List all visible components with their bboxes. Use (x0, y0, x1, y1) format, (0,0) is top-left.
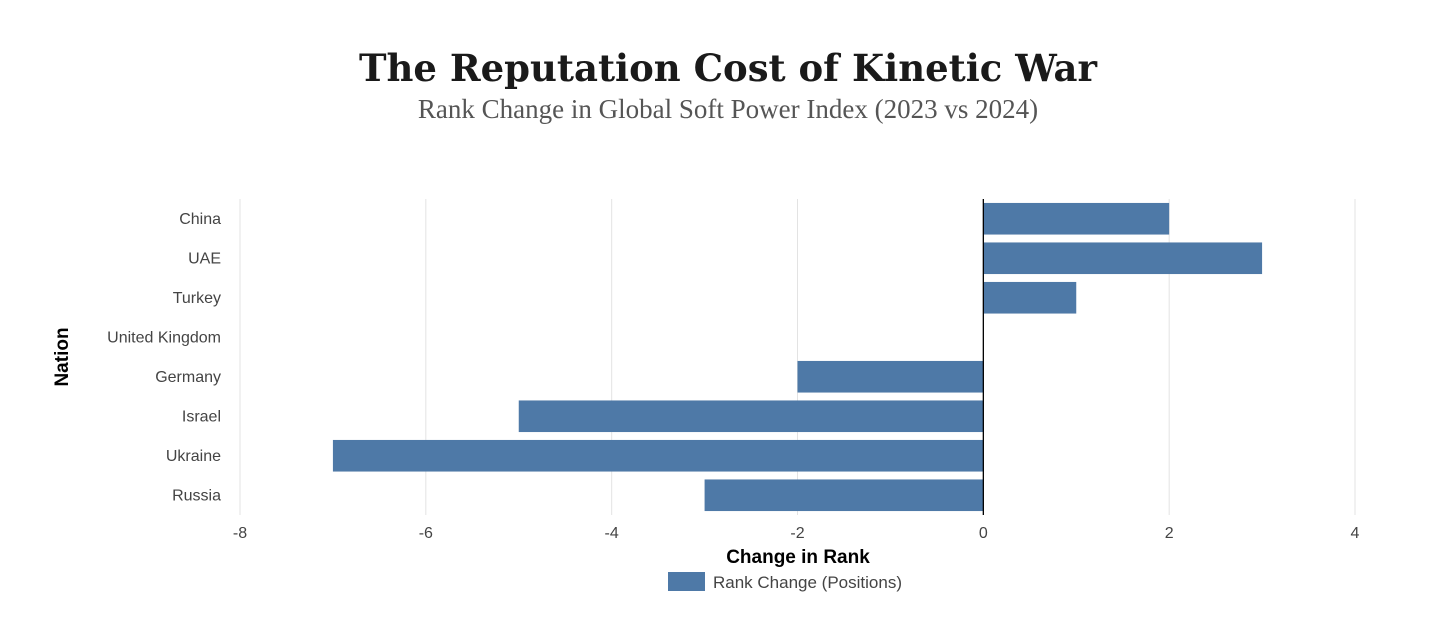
y-tick-label: Germany (155, 369, 221, 386)
y-tick-label: China (179, 211, 221, 228)
y-tick-label: Ukraine (166, 448, 221, 465)
y-tick-label: Israel (182, 408, 221, 425)
bars (332, 202, 1263, 512)
y-axis-title: Nation (52, 327, 73, 386)
chart-title: The Reputation Cost of Kinetic War (358, 46, 1097, 90)
y-tick-labels: China UAE Turkey United Kingdom Germany Israe… (107, 211, 221, 505)
bar (518, 400, 984, 433)
x-tick-label: 4 (1351, 525, 1360, 542)
x-tick-label: 0 (979, 525, 988, 542)
legend-swatch (668, 572, 705, 591)
bar (797, 360, 984, 393)
legend: Rank Change (Positions) (668, 572, 902, 592)
legend-label: Rank Change (Positions) (713, 573, 902, 592)
x-tick-labels: -8 -6 -4 -2 0 2 4 (233, 525, 1360, 542)
x-tick-label: -6 (419, 525, 433, 542)
bar (332, 439, 984, 472)
x-axis-title: Change in Rank (726, 547, 870, 568)
y-tick-label: United Kingdom (107, 329, 221, 346)
y-tick-label: UAE (188, 250, 221, 267)
bar (704, 479, 984, 512)
bar (983, 202, 1170, 235)
chart-subtitle: Rank Change in Global Soft Power Index (… (417, 94, 1039, 124)
bar (983, 281, 1077, 314)
bar (983, 242, 1263, 275)
x-tick-label: -8 (233, 525, 247, 542)
y-tick-label: Turkey (173, 290, 221, 307)
y-tick-label: Russia (172, 487, 221, 504)
x-tick-label: 2 (1165, 525, 1174, 542)
x-tick-label: -4 (605, 525, 619, 542)
x-tick-label: -2 (790, 525, 804, 542)
